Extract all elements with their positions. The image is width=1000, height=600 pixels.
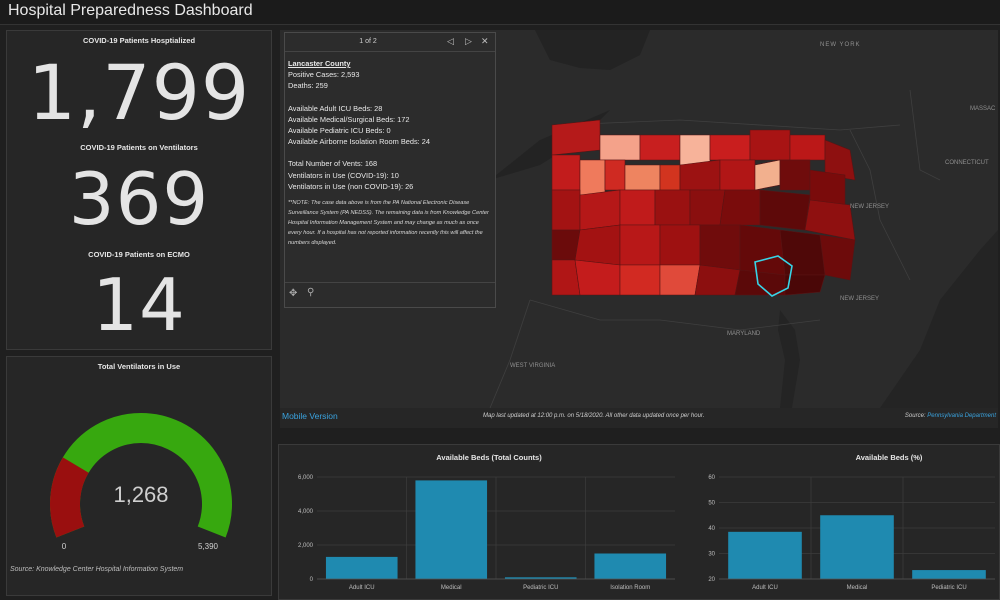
popup-beds-line-2: Available Medical/Surgical Beds: 172 (288, 114, 410, 124)
popup-beds-line-3: Available Pediatric ICU Beds: 0 (288, 126, 391, 136)
map-label-new-jersey-1: NEW JERSEY (850, 204, 889, 210)
y-tick-label: 50 (708, 501, 715, 507)
map-label-new-jersey-2: NEW JERSEY (840, 296, 879, 302)
map-canvas[interactable]: NEW YORK MASSAC CONNECTICUT NEW JERSEY N… (280, 30, 998, 408)
bar-adult-icu[interactable] (728, 531, 802, 579)
mobile-version-link[interactable]: Mobile Version (282, 411, 338, 421)
gauge-remaining-arc (50, 413, 232, 538)
next-icon[interactable]: ▷ (465, 36, 472, 46)
x-category-label: Pediatric ICU (931, 585, 966, 591)
selected-county-outline[interactable] (754, 255, 793, 297)
gauge-filled-arc (50, 457, 89, 538)
pan-icon[interactable]: ✥ (289, 288, 298, 299)
gauge-panel: Total Ventilators in Use 1,268 0 5,390 S… (6, 356, 272, 596)
x-category-label: Pediatric ICU (523, 585, 558, 591)
y-tick-label: 6,000 (298, 475, 314, 481)
popup-footer: ✥ ⚲ (285, 282, 495, 307)
x-category-label: Adult ICU (752, 585, 778, 591)
beds-percent-chart: 20 30 40 50 60 Adult ICU Medical Pediatric ICU (708, 475, 995, 591)
bar-pediatric-icu[interactable] (912, 570, 986, 579)
lake-ontario (535, 30, 650, 70)
popup-county-name: Lancaster County (288, 59, 351, 68)
close-icon[interactable]: ✕ (481, 36, 489, 46)
y-tick-label: 20 (708, 577, 715, 583)
dashboard-title: Hospital Preparedness Dashboard (8, 2, 253, 19)
popup-note: **NOTE: The case data above is from the … (288, 200, 489, 247)
popup-vents-line-2: Ventilators in Use (COVID-19): 10 (288, 170, 399, 180)
beds-panel: Available Beds (Total Counts) Available … (278, 444, 1000, 600)
x-category-label: Medical (847, 585, 868, 591)
y-tick-label: 2,000 (298, 543, 314, 549)
y-tick-label: 30 (708, 552, 715, 558)
map-label-west-virginia: WEST VIRGINIA (510, 363, 555, 369)
ventilator-gauge: 1,268 0 5,390 (50, 413, 232, 551)
popup-vents-line-1: Total Number of Vents: 168 (288, 159, 378, 169)
bar-pediatric-icu[interactable] (504, 577, 577, 579)
popup-body: Lancaster County Positive Cases: 2,593 D… (285, 52, 495, 248)
popup-case-line-2: Deaths: 259 (288, 81, 328, 91)
ventilators-value: 369 (68, 157, 210, 241)
y-tick-label: 60 (708, 475, 715, 481)
state-borders (489, 89, 941, 408)
gauge-source: Source: Knowledge Center Hospital Inform… (10, 566, 184, 573)
x-category-label: Medical (441, 585, 462, 591)
ventilators-label: COVID-19 Patients on Ventilators (80, 143, 198, 152)
ecmo-label: COVID-19 Patients on ECMO (88, 250, 190, 259)
y-tick-label: 40 (708, 526, 715, 532)
county-popup[interactable]: 1 of 2 ◁ ▷ ✕ Lancaster County Positive C… (284, 32, 496, 308)
map-label-maryland: MARYLAND (727, 331, 761, 337)
gauge-title: Total Ventilators in Use (97, 362, 181, 371)
map-label-massachusetts: MASSAC (970, 106, 996, 112)
gauge-min-label: 0 (62, 542, 67, 551)
indicators-panel: COVID-19 Patients Hosptialized 1,799 COV… (6, 30, 272, 350)
previous-icon[interactable]: ◁ (447, 36, 454, 46)
map-source-prefix: Source: (904, 413, 926, 419)
y-tick-label: 0 (310, 577, 314, 583)
hospitalized-label: COVID-19 Patients Hosptialized (82, 36, 196, 45)
ecmo-value: 14 (92, 263, 186, 347)
map-source: Source: Pennsylvania Department (905, 413, 996, 419)
x-category-label: Adult ICU (349, 585, 375, 591)
chart-counts-title: Available Beds (Total Counts) (436, 453, 542, 462)
bar-isolation-room[interactable] (594, 553, 667, 580)
gauge-max-label: 5,390 (198, 542, 219, 551)
beds-count-chart: 0 2,000 4,000 6,000 Adult ICU Medical Pediatri… (298, 475, 675, 591)
map-label-connecticut: CONNECTICUT (945, 160, 989, 166)
bar-medical[interactable] (820, 515, 894, 579)
x-category-label: Isolation Room (610, 585, 650, 591)
map-source-link[interactable]: Pennsylvania Department (927, 413, 996, 419)
zoom-to-icon[interactable]: ⚲ (307, 287, 315, 298)
bar-medical[interactable] (415, 480, 488, 579)
popup-case-line-1: Positive Cases: 2,593 (288, 70, 360, 80)
pennsylvania-counties (551, 119, 856, 296)
gauge-value: 1,268 (113, 482, 168, 507)
y-tick-label: 4,000 (298, 509, 314, 515)
chesapeake-bay (778, 310, 800, 408)
map-update-note: Map last updated at 12:00 p.m. on 5/18/2… (483, 413, 705, 419)
popup-beds-line-1: Available Adult ICU Beds: 28 (288, 103, 383, 113)
popup-beds-line-4: Available Airborne Isolation Room Beds: … (288, 137, 431, 147)
hospitalized-value: 1,799 (27, 48, 251, 137)
popup-header: 1 of 2 ◁ ▷ ✕ (285, 33, 495, 52)
popup-pager: 1 of 2 (359, 38, 377, 45)
bar-adult-icu[interactable] (325, 556, 398, 579)
top-bar: Hospital Preparedness Dashboard (0, 0, 1000, 25)
map-label-new-york: NEW YORK (820, 42, 861, 48)
popup-vents-line-3: Ventilators in Use (non COVID-19): 26 (288, 181, 414, 191)
atlantic-ocean (880, 230, 998, 408)
chart-percent-title: Available Beds (%) (855, 453, 923, 462)
map-footer: Mobile Version Map last updated at 12:00… (280, 408, 998, 428)
